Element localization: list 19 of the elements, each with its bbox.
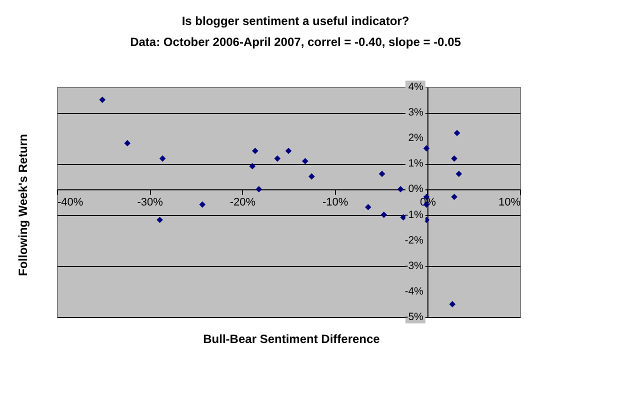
x-tick-label: -10% [322,196,348,209]
chart-subtitle: Data: October 2006-April 2007, correl = -0.40, slope = -0.05 [130,35,462,49]
x-tick-label: -40% [58,196,84,209]
y-tick-label: -2% [404,234,424,246]
y-tick-label: 2% [408,132,424,144]
chart-title: Is blogger sentiment a useful indicator? [182,14,410,28]
y-tick-label: 1% [408,158,424,170]
y-tick-label: -4% [404,285,424,298]
y-tick-label: -3% [404,260,424,272]
x-axis-title: Bull-Bear Sentiment Difference [203,332,380,346]
y-tick-label: 4% [408,81,424,93]
y-tick-label: 0% [408,183,424,196]
y-tick-label: -5% [404,311,424,323]
x-tick-label: 10% [498,196,521,209]
y-axis-title: Following Week's Return [16,134,30,276]
y-tick-label: -1% [404,208,424,221]
x-tick-label: -20% [230,196,256,209]
x-tick-label: -30% [137,196,164,209]
y-tick-label: 3% [408,106,424,119]
